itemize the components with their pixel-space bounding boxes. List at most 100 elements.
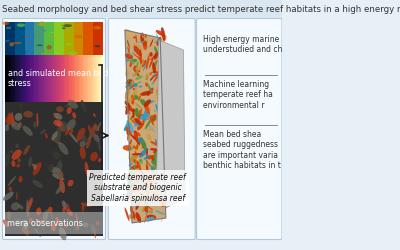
Ellipse shape	[140, 159, 142, 161]
Bar	[100, 55, 102, 102]
Ellipse shape	[56, 106, 64, 112]
Bar	[0, 0, 282, 18]
Ellipse shape	[51, 223, 56, 231]
Ellipse shape	[50, 32, 54, 34]
Ellipse shape	[56, 217, 60, 226]
Ellipse shape	[133, 88, 136, 90]
Ellipse shape	[48, 207, 52, 213]
Bar	[64, 22, 74, 55]
Ellipse shape	[159, 135, 167, 141]
Ellipse shape	[26, 196, 34, 205]
Ellipse shape	[123, 145, 132, 150]
Ellipse shape	[156, 30, 165, 36]
Ellipse shape	[158, 106, 160, 110]
Ellipse shape	[145, 82, 148, 87]
Ellipse shape	[129, 146, 135, 150]
Ellipse shape	[137, 68, 140, 72]
Ellipse shape	[159, 99, 168, 103]
Ellipse shape	[33, 162, 42, 175]
Ellipse shape	[18, 176, 23, 182]
Ellipse shape	[127, 40, 129, 46]
Ellipse shape	[136, 198, 141, 203]
Ellipse shape	[129, 52, 133, 56]
Ellipse shape	[133, 159, 136, 163]
Ellipse shape	[5, 124, 9, 131]
Ellipse shape	[144, 197, 148, 208]
Bar	[49, 55, 51, 102]
Ellipse shape	[126, 82, 134, 87]
Ellipse shape	[154, 72, 160, 77]
Ellipse shape	[14, 219, 24, 225]
Ellipse shape	[136, 160, 141, 170]
Ellipse shape	[91, 227, 95, 232]
Ellipse shape	[151, 82, 154, 85]
Ellipse shape	[152, 188, 158, 201]
Ellipse shape	[152, 155, 156, 161]
Ellipse shape	[29, 218, 33, 224]
Ellipse shape	[154, 52, 158, 60]
Ellipse shape	[133, 145, 139, 154]
Ellipse shape	[146, 160, 148, 172]
Ellipse shape	[158, 158, 160, 163]
Ellipse shape	[136, 187, 140, 192]
Bar	[34, 22, 44, 55]
Ellipse shape	[139, 159, 143, 164]
Ellipse shape	[4, 40, 10, 42]
Ellipse shape	[142, 60, 146, 68]
Ellipse shape	[138, 96, 141, 101]
Ellipse shape	[93, 26, 101, 30]
Ellipse shape	[53, 133, 56, 138]
Ellipse shape	[161, 27, 166, 41]
Ellipse shape	[150, 118, 154, 126]
Ellipse shape	[135, 66, 143, 70]
Ellipse shape	[53, 112, 58, 118]
Bar	[33, 55, 34, 102]
Ellipse shape	[40, 129, 46, 134]
Ellipse shape	[7, 112, 13, 127]
Ellipse shape	[127, 46, 129, 52]
Ellipse shape	[97, 122, 101, 131]
Ellipse shape	[5, 156, 9, 159]
Ellipse shape	[26, 198, 33, 212]
Ellipse shape	[8, 186, 12, 192]
Ellipse shape	[128, 175, 132, 177]
Ellipse shape	[152, 193, 155, 197]
Ellipse shape	[159, 93, 162, 98]
Ellipse shape	[38, 23, 45, 26]
Ellipse shape	[156, 156, 161, 167]
Ellipse shape	[157, 67, 160, 73]
Bar	[96, 55, 98, 102]
Ellipse shape	[157, 126, 163, 132]
Ellipse shape	[61, 122, 67, 130]
Ellipse shape	[140, 49, 142, 65]
Ellipse shape	[158, 87, 165, 90]
Ellipse shape	[150, 76, 154, 81]
Ellipse shape	[52, 167, 64, 178]
Ellipse shape	[151, 200, 154, 204]
Ellipse shape	[140, 173, 147, 180]
Ellipse shape	[65, 103, 71, 107]
Ellipse shape	[146, 74, 149, 80]
Ellipse shape	[43, 30, 47, 31]
Ellipse shape	[134, 49, 136, 52]
Bar	[5, 22, 15, 55]
Ellipse shape	[130, 59, 137, 62]
Ellipse shape	[153, 164, 158, 169]
Ellipse shape	[59, 227, 66, 240]
Ellipse shape	[137, 161, 139, 164]
Ellipse shape	[154, 41, 161, 43]
Text: mera observations: mera observations	[7, 218, 83, 228]
Ellipse shape	[136, 202, 140, 210]
Bar	[6, 55, 8, 102]
Bar	[69, 55, 70, 102]
Bar	[21, 55, 23, 102]
Ellipse shape	[146, 134, 151, 140]
Ellipse shape	[132, 214, 136, 218]
Ellipse shape	[11, 202, 20, 210]
Ellipse shape	[131, 84, 134, 88]
Ellipse shape	[74, 35, 82, 38]
Ellipse shape	[132, 73, 134, 77]
Ellipse shape	[128, 139, 132, 151]
Ellipse shape	[159, 156, 166, 158]
Ellipse shape	[56, 184, 64, 194]
